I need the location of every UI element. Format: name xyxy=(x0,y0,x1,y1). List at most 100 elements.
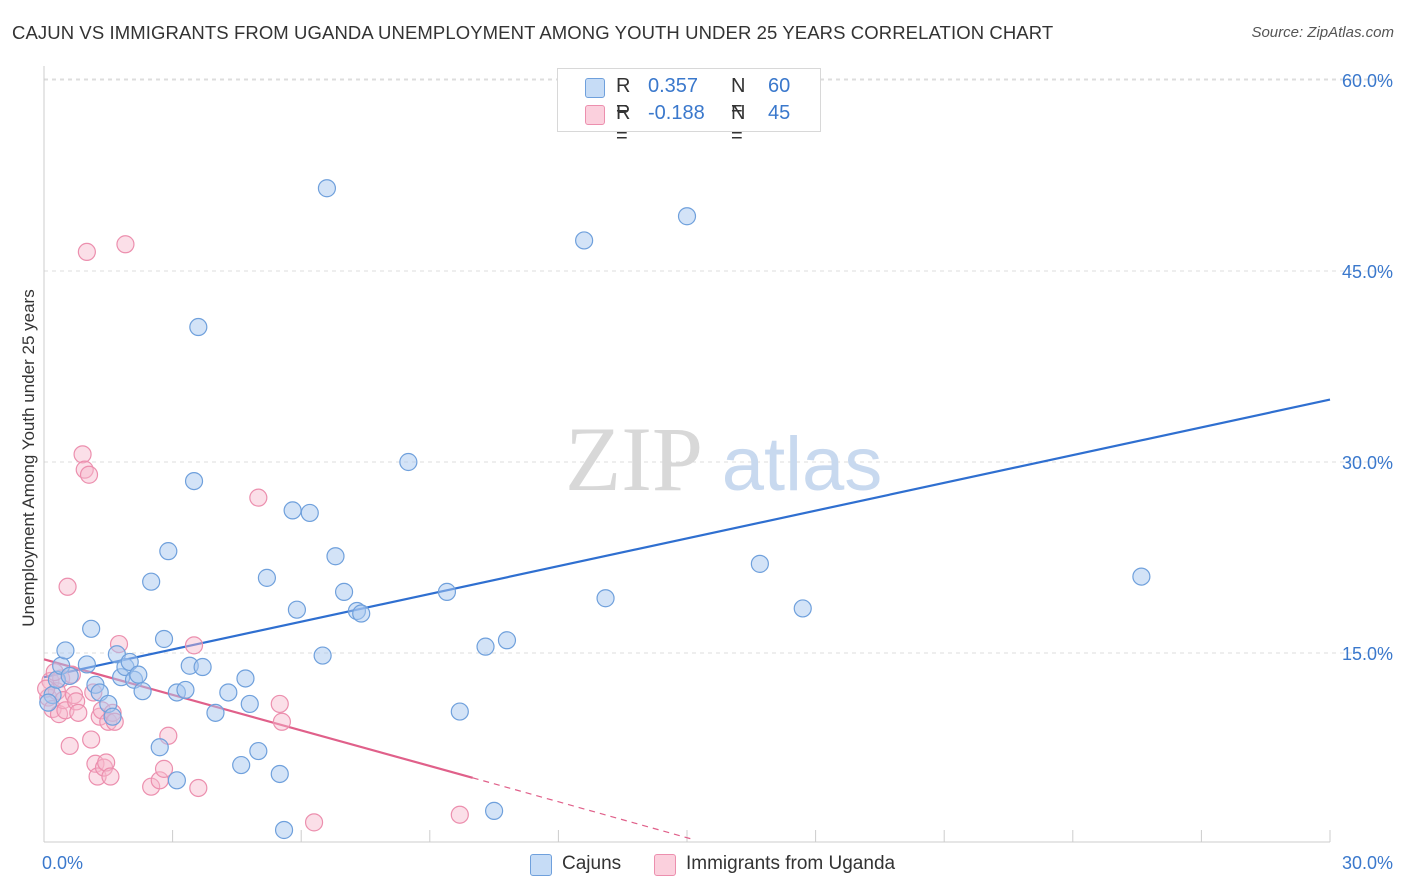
y-axis-label: Unemployment Among Youth under 25 years xyxy=(19,289,38,626)
bottom-legend-swatch-cajuns xyxy=(530,854,552,876)
cajuns-point xyxy=(793,599,812,618)
cajuns-point xyxy=(300,503,319,523)
y-tick-label: 60.0% xyxy=(1342,71,1393,91)
uganda-point xyxy=(97,753,116,772)
cajuns-point xyxy=(129,665,148,684)
cajuns-point xyxy=(257,568,277,587)
uganda-point xyxy=(304,813,324,832)
y-tick-label: 30.0% xyxy=(1342,453,1393,473)
bottom-legend-swatch-uganda xyxy=(654,854,676,876)
uganda-point xyxy=(189,778,208,798)
axes xyxy=(43,66,1331,843)
cajuns-point xyxy=(287,600,307,619)
cajuns-point xyxy=(750,554,769,573)
cajuns-point xyxy=(596,589,615,608)
cajuns-point xyxy=(193,657,212,677)
cajuns-point xyxy=(399,452,418,472)
cajuns-point xyxy=(56,641,75,660)
uganda-point xyxy=(270,694,289,714)
uganda-point xyxy=(73,445,92,464)
uganda-point xyxy=(450,805,469,824)
legend-r-label: R = xyxy=(616,102,631,147)
cajuns-point xyxy=(176,680,195,700)
legend-r-label: R = xyxy=(616,75,631,120)
chart-title: CAJUN VS IMMIGRANTS FROM UGANDA UNEMPLOY… xyxy=(12,22,1054,43)
source-label: Source: ZipAtlas.com xyxy=(1251,24,1394,41)
y-tick-label: 45.0% xyxy=(1342,262,1393,282)
uganda-point xyxy=(101,767,120,786)
legend-swatch-uganda xyxy=(585,105,605,125)
bottom-legend-label-uganda: Immigrants from Uganda xyxy=(686,853,896,874)
legend-n-label: N = xyxy=(731,102,746,147)
cajuns-point xyxy=(133,682,152,701)
uganda-point xyxy=(58,577,77,596)
uganda-point xyxy=(249,488,268,507)
cajuns-point xyxy=(189,317,208,337)
cajuns-point xyxy=(317,179,337,198)
uganda-point xyxy=(77,242,96,261)
legend-n-value: 60 xyxy=(768,75,791,97)
cajuns-point xyxy=(437,582,457,601)
cajuns-point xyxy=(677,207,697,226)
watermark: ZIP atlas xyxy=(565,408,882,510)
x-tick-label: 0.0% xyxy=(42,853,83,873)
cajuns-point xyxy=(159,542,178,561)
uganda-point xyxy=(79,465,99,484)
cajuns-point xyxy=(1132,567,1151,586)
cajuns-point xyxy=(39,693,58,712)
cajuns-trendline xyxy=(43,398,1331,679)
uganda-point xyxy=(60,736,79,756)
legend-swatch-cajuns xyxy=(585,78,605,98)
cajuns-point xyxy=(450,702,469,721)
cajuns-point xyxy=(184,472,204,491)
cajuns-point xyxy=(142,572,161,591)
uganda-trend-extension xyxy=(472,777,692,840)
uganda-point xyxy=(82,730,101,749)
watermark-atlas: atlas xyxy=(722,422,883,507)
uganda-point xyxy=(184,636,204,655)
cajuns-trend-line xyxy=(43,398,1331,679)
cajuns-point xyxy=(270,764,289,784)
cajuns-point xyxy=(236,669,255,688)
cajuns-point xyxy=(326,547,345,566)
cajuns-point xyxy=(82,619,101,638)
uganda-point xyxy=(116,235,135,254)
x-tick-label: 30.0% xyxy=(1342,853,1393,873)
legend-n-value: 45 xyxy=(768,102,791,124)
tick-labels: 15.0% 30.0% 45.0% 60.0% 0.0% 30.0% xyxy=(42,71,1393,873)
correlation-legend: R = 0.357 N = 60 R = -0.188 N = 45 xyxy=(557,68,821,147)
uganda-point xyxy=(154,759,174,778)
cajuns-point xyxy=(274,820,294,840)
y-tick-label: 15.0% xyxy=(1342,644,1393,664)
cajuns-points xyxy=(39,179,1151,840)
uganda-point xyxy=(272,712,292,731)
cajuns-point xyxy=(240,694,259,714)
gridlines xyxy=(44,78,1392,654)
cajuns-point xyxy=(219,683,238,702)
bottom-legend-label-cajuns: Cajuns xyxy=(562,853,622,874)
cajuns-point xyxy=(313,646,332,665)
cajuns-point xyxy=(206,703,225,722)
cajuns-point xyxy=(283,501,302,520)
cajuns-point xyxy=(476,637,495,656)
cajuns-point xyxy=(334,582,354,601)
uganda-point xyxy=(67,692,86,711)
cajuns-point xyxy=(497,631,517,650)
watermark-zip: ZIP xyxy=(565,408,703,510)
cajuns-point xyxy=(103,707,122,726)
legend-r-value: 0.357 xyxy=(648,75,699,97)
cajuns-point xyxy=(352,604,371,623)
cajuns-point xyxy=(154,629,174,649)
cajuns-point xyxy=(485,801,504,820)
cajuns-point xyxy=(77,655,96,674)
uganda-points xyxy=(37,235,469,832)
cajuns-point xyxy=(249,741,268,761)
uganda-point xyxy=(69,703,88,722)
legend-r-value: -0.188 xyxy=(648,102,705,124)
cajuns-point xyxy=(575,231,594,250)
cajuns-point xyxy=(120,652,139,672)
uganda-point xyxy=(88,767,107,786)
cajuns-point xyxy=(232,755,251,775)
cajuns-point xyxy=(167,771,186,790)
